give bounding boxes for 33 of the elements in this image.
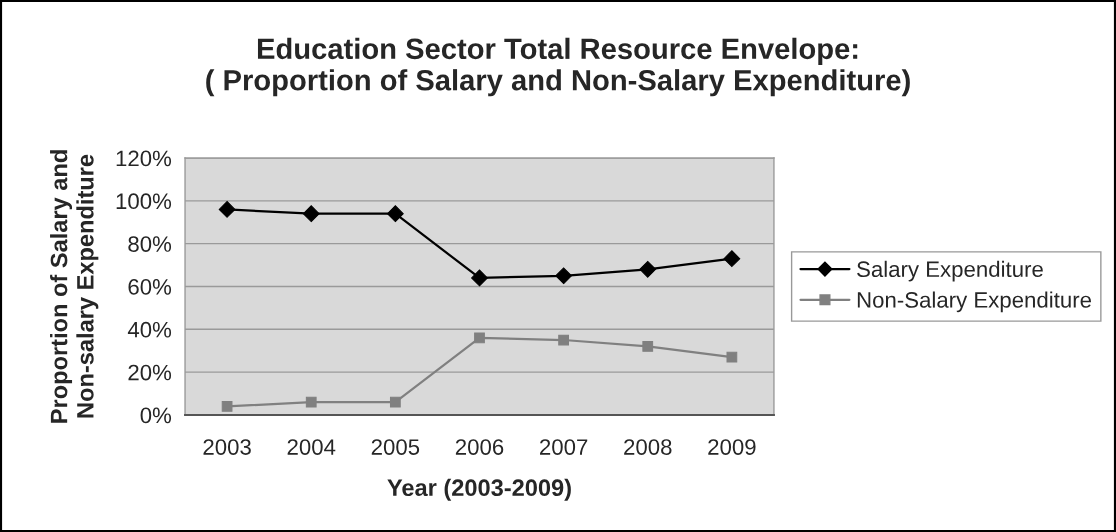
point <box>471 269 488 287</box>
x-tick-label: 2005 <box>371 439 420 455</box>
y-tick-label: 100% <box>116 193 172 210</box>
chart-title: Education Sector Total Resource Envelope: ( Proportion of Salary and Non-Salary Expenditure) <box>206 37 910 97</box>
point <box>305 396 317 408</box>
x-tick-label: 2003 <box>203 439 251 455</box>
point <box>474 332 485 344</box>
y-tick-label: 20% <box>128 364 172 381</box>
point <box>642 341 654 352</box>
point <box>723 250 741 268</box>
point <box>221 401 233 412</box>
point <box>218 201 236 218</box>
legend-label: Salary Expenditure <box>857 260 1043 282</box>
x-tick-label: 2008 <box>624 439 672 455</box>
x-tick-label: 2006 <box>455 439 504 455</box>
point <box>302 205 320 223</box>
point <box>555 267 572 285</box>
y-tick-label: 40% <box>127 321 172 338</box>
point <box>386 205 404 223</box>
point <box>639 260 657 278</box>
point <box>389 396 401 408</box>
y-tick-label: 120% <box>116 150 172 167</box>
legend-label: Non-Salary Expenditure <box>857 291 1091 313</box>
y-tick-label: 0% <box>140 407 172 424</box>
y-tick-label: 80% <box>128 236 172 252</box>
x-tick-label: 2004 <box>287 439 336 455</box>
y-axis-title: Proportion of Salary and Non-salary Expenditure <box>50 150 99 423</box>
y-tick-label: 60% <box>128 279 172 295</box>
point <box>726 351 738 363</box>
x-axis-title: Year (2003-2009) <box>387 478 571 501</box>
x-tick-label: 2009 <box>708 439 756 455</box>
x-tick-label: 2007 <box>540 439 588 455</box>
point <box>558 334 569 346</box>
